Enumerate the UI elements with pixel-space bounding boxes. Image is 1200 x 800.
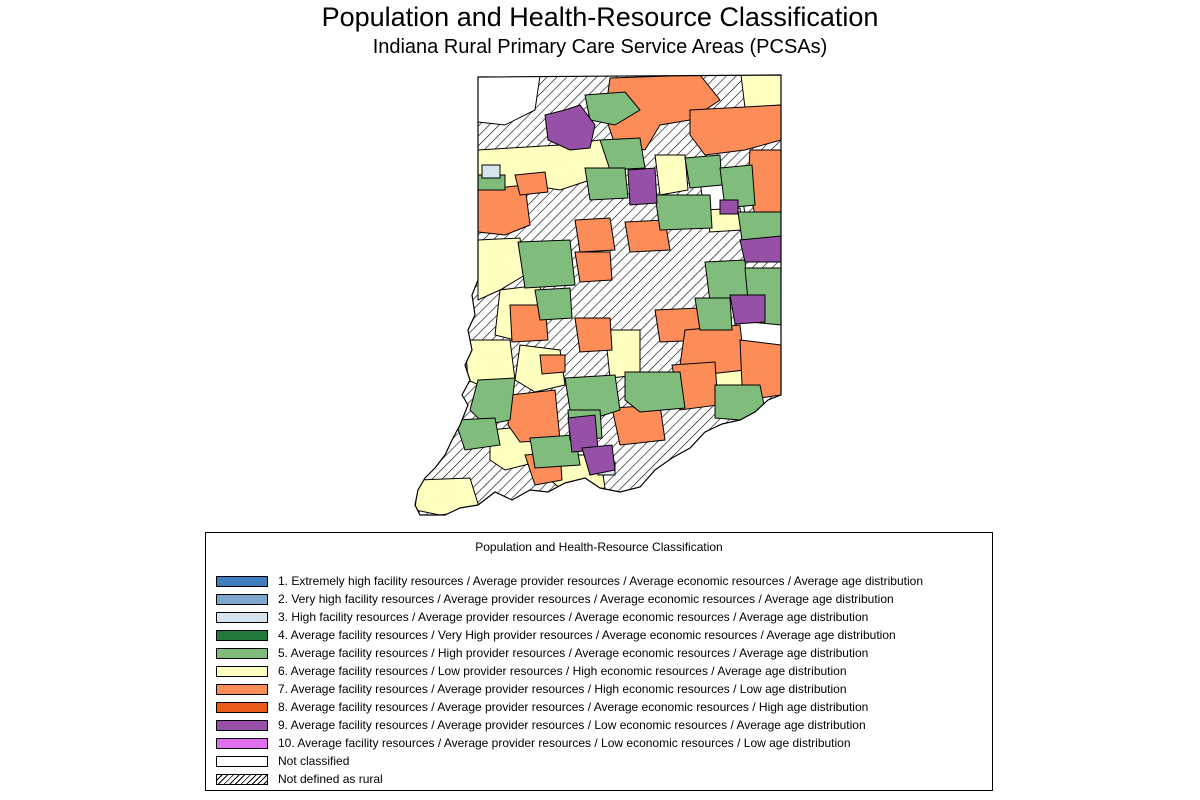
legend-swatch (216, 647, 268, 659)
legend-label: 6. Average facility resources / Low prov… (278, 664, 847, 678)
legend-label: 2. Very high facility resources / Averag… (278, 592, 894, 606)
legend-swatch (216, 629, 268, 641)
legend-swatch (216, 719, 268, 731)
region-class-6 (740, 75, 781, 109)
region-class-6 (477, 237, 526, 301)
legend-item: 6. Average facility resources / Low prov… (216, 662, 923, 680)
region-class-5 (454, 417, 501, 451)
map-title: Population and Health-Resource Classific… (321, 2, 879, 32)
legend-swatch (216, 665, 268, 677)
legend-item: 10. Average facility resources / Average… (216, 734, 923, 752)
region-class-9 (729, 294, 766, 325)
legend-item: 2. Very high facility resources / Averag… (216, 590, 923, 608)
region-class-7 (574, 217, 616, 253)
legend: Population and Health-Resource Classific… (205, 532, 993, 791)
region-class-9 (544, 104, 596, 151)
region-class-7 (624, 219, 671, 253)
region-class-5 (517, 239, 576, 289)
legend-label: Not classified (278, 754, 350, 768)
legend-swatch (216, 701, 268, 713)
legend-item: 8. Average facility resources / Average … (216, 698, 923, 716)
region-class-5 (654, 194, 713, 231)
legend-swatch (216, 683, 268, 695)
region-class-6 (654, 154, 689, 196)
region-class-5 (564, 374, 621, 419)
legend-item: 1. Extremely high facility resources / A… (216, 572, 923, 590)
legend-swatch (216, 575, 268, 587)
region-class-9 (739, 235, 781, 263)
region-class-7 (689, 104, 781, 156)
region-class-5 (599, 137, 646, 171)
legend-swatch (216, 593, 268, 605)
legend-items: 1. Extremely high facility resources / A… (216, 572, 923, 788)
region-class-7 (574, 251, 613, 283)
legend-item: 9. Average facility resources / Average … (216, 716, 923, 734)
legend-label: 5. Average facility resources / High pro… (278, 646, 869, 660)
legend-swatch (216, 755, 268, 767)
region-class-5 (684, 154, 723, 189)
legend-label: 3. High facility resources / Average pro… (278, 610, 869, 624)
legend-label: 7. Average facility resources / Average … (278, 682, 847, 696)
region-class-5 (624, 371, 686, 413)
region-class-7 (514, 171, 549, 196)
map-subtitle: Indiana Rural Primary Care Service Areas… (372, 36, 828, 58)
region-class-9 (627, 167, 658, 206)
region-class-7 (507, 389, 561, 443)
legend-swatch (216, 611, 268, 623)
legend-item: 5. Average facility resources / High pro… (216, 644, 923, 662)
indiana-pcsa-map (414, 74, 782, 516)
region-class-7 (604, 75, 721, 151)
legend-label: 10. Average facility resources / Average… (278, 736, 851, 750)
legend-item: Not classified (216, 752, 923, 770)
legend-item: Not defined as rural (216, 770, 923, 788)
legend-item: 7. Average facility resources / Average … (216, 680, 923, 698)
region-class-5 (529, 434, 581, 469)
legend-label: 1. Extremely high facility resources / A… (278, 574, 923, 588)
legend-item: 3. High facility resources / Average pro… (216, 608, 923, 626)
region-class-7 (739, 339, 781, 399)
legend-title: Population and Health-Resource Classific… (475, 540, 723, 554)
region-class-9 (719, 199, 739, 215)
region-class-5 (584, 91, 641, 126)
region-class-5 (719, 164, 756, 209)
legend-swatch (216, 773, 268, 785)
legend-label: 8. Average facility resources / Average … (278, 700, 869, 714)
region-class-9 (581, 444, 616, 476)
region-class-7 (574, 317, 613, 353)
region-class-6 (415, 477, 481, 515)
region-class-5 (584, 167, 629, 201)
region-class-5 (714, 384, 766, 421)
region-class-5 (469, 377, 516, 426)
region-class-7 (539, 354, 566, 375)
pcsa-regions (415, 75, 781, 515)
state-outline (414, 74, 782, 516)
region-class-5 (737, 211, 781, 241)
legend-item: 4. Average facility resources / Very Hig… (216, 626, 923, 644)
region-class-5 (694, 297, 733, 331)
region-class-5 (534, 287, 573, 321)
legend-label: 9. Average facility resources / Average … (278, 718, 866, 732)
legend-label: Not defined as rural (278, 772, 383, 786)
legend-swatch (216, 737, 268, 749)
region-class-7 (509, 304, 549, 343)
legend-label: 4. Average facility resources / Very Hig… (278, 628, 896, 642)
region-class-3 (481, 164, 501, 179)
